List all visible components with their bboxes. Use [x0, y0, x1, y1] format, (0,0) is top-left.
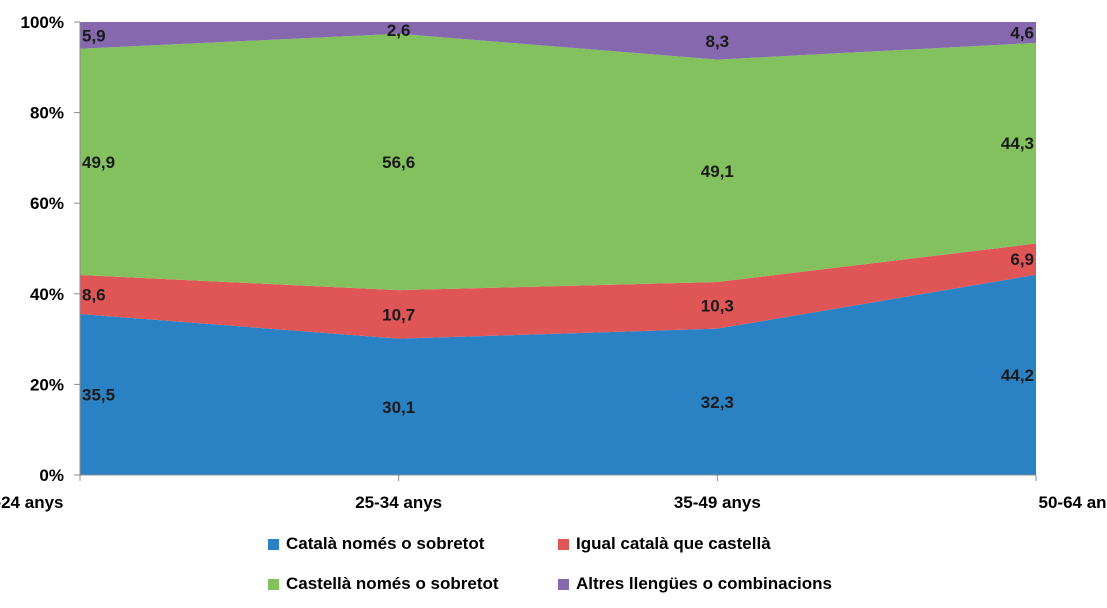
data-label: 35,5: [82, 386, 115, 405]
legend-label-castella: Castellà només o sobretot: [286, 574, 499, 593]
area-0: [80, 274, 1036, 475]
legend-label-igual: Igual català que castellà: [576, 534, 771, 553]
legend-item-castella: Castellà només o sobretot: [268, 574, 499, 594]
legend-item-catala: Català només o sobretot: [268, 534, 484, 554]
legend-item-igual: Igual català que castellà: [558, 534, 771, 554]
legend-swatch-castella: [268, 578, 279, 590]
data-label: 10,3: [701, 296, 734, 315]
tick-labels: 0% 20% 40% 60% 80% 100% 15-24 anys 25-34 anys 35…: [0, 13, 1107, 512]
series-areas: [80, 22, 1036, 475]
x-tick-label: 50-64 anys: [1039, 493, 1107, 512]
y-tick-label: 80%: [30, 104, 64, 123]
data-label: 56,6: [382, 153, 415, 172]
data-label: 4,6: [1010, 23, 1034, 42]
legend-swatch-altres: [558, 578, 569, 590]
data-label: 49,9: [82, 153, 115, 172]
legend-label-catala: Català només o sobretot: [286, 534, 485, 553]
data-label: 2,6: [387, 21, 411, 40]
data-label: 32,3: [701, 393, 734, 412]
legend-swatch-igual: [558, 538, 569, 550]
axes: [74, 21, 1037, 481]
legend-item-altres: Altres llengües o combinacions: [558, 574, 832, 594]
data-label: 5,9: [82, 26, 106, 45]
area-3: [80, 22, 1036, 60]
data-labels: 35,5 30,1 32,3 44,2 8,6 10,7 10,3 6,9 49,9 56,6 49…: [82, 21, 1034, 417]
data-label: 10,7: [382, 305, 415, 324]
legend-swatch-catala: [268, 538, 279, 550]
data-label: 30,1: [382, 398, 415, 417]
area-chart: 0% 20% 40% 60% 80% 100% 15-24 anys 25-34 anys 35…: [0, 13, 1107, 512]
legend-label-altres: Altres llengües o combinacions: [576, 574, 833, 593]
area-2: [80, 33, 1036, 291]
data-label: 49,1: [701, 162, 734, 181]
data-label: 6,9: [1010, 250, 1034, 269]
data-label: 8,3: [706, 32, 730, 51]
data-label: 44,3: [1001, 134, 1034, 153]
y-tick-label: 60%: [30, 194, 64, 213]
x-tick-label: 15-24 anys: [0, 493, 63, 512]
x-tick-label: 25-34 anys: [355, 493, 442, 512]
y-tick-label: 100%: [21, 13, 64, 32]
data-label: 44,2: [1001, 366, 1034, 385]
area-1: [80, 243, 1036, 339]
y-tick-label: 20%: [30, 375, 64, 394]
y-tick-label: 0%: [39, 466, 64, 485]
y-tick-label: 40%: [30, 285, 64, 304]
x-tick-label: 35-49 anys: [674, 493, 761, 512]
data-label: 8,6: [82, 286, 106, 305]
